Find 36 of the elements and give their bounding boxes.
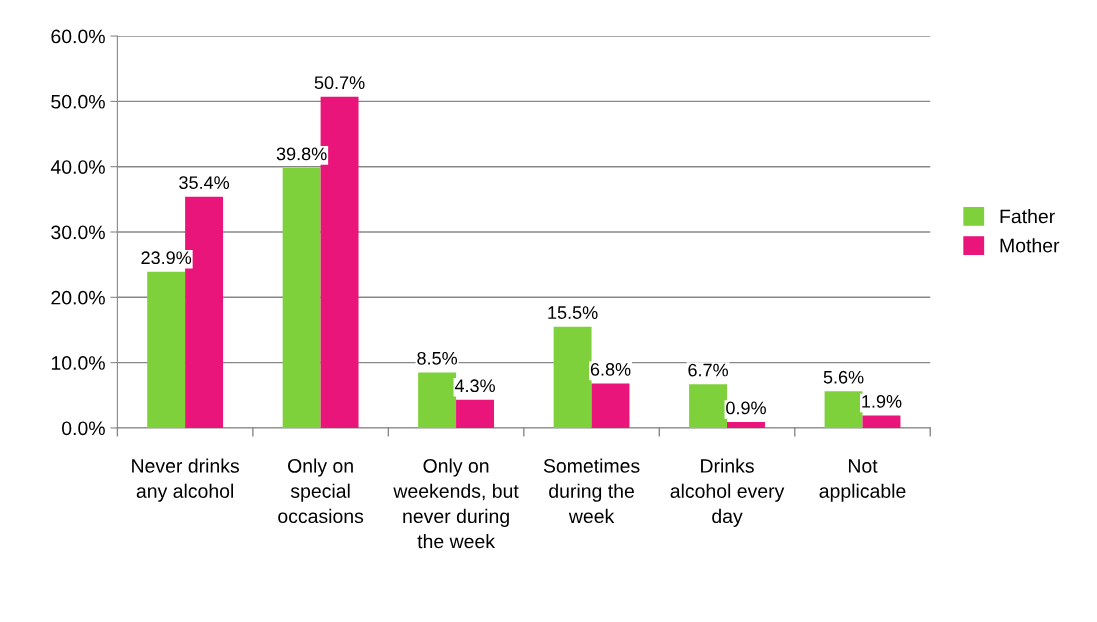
legend-label: Father bbox=[1000, 209, 1055, 224]
x-tick-label: Not applicable bbox=[819, 459, 906, 502]
data-label: 35.4% bbox=[179, 176, 230, 189]
data-label: 1.9% bbox=[862, 395, 902, 408]
x-tick-label: Only on weekends, but never during the week bbox=[393, 458, 519, 549]
bar bbox=[689, 384, 728, 428]
data-label: 6.7% bbox=[688, 363, 729, 377]
y-tick-label: 20.0% bbox=[51, 290, 105, 305]
x-tick-label: Only on special occasions bbox=[278, 458, 364, 524]
data-label: 15.5% bbox=[548, 306, 598, 319]
data-label: 50.7% bbox=[314, 76, 365, 90]
data-label: 4.3% bbox=[454, 379, 495, 393]
y-tick-label: 10.0% bbox=[51, 356, 105, 370]
bar bbox=[282, 168, 321, 428]
x-tick-label: Sometimes during the week bbox=[543, 458, 640, 524]
y-tick-label: 40.0% bbox=[50, 160, 105, 174]
bar bbox=[147, 271, 186, 428]
bar bbox=[727, 422, 765, 428]
y-tick-label: 60.0% bbox=[51, 29, 105, 44]
x-tick-label: Drinks alcohol every day bbox=[670, 458, 785, 527]
y-tick-label: 0.0% bbox=[62, 421, 105, 436]
data-label: 39.8% bbox=[276, 147, 327, 161]
data-label: 5.6% bbox=[823, 370, 864, 384]
bar bbox=[824, 391, 863, 428]
legend-label: Mother bbox=[1000, 238, 1060, 253]
bar bbox=[418, 372, 457, 428]
y-tick-label: 50.0% bbox=[51, 94, 105, 109]
data-label: 23.9% bbox=[141, 251, 192, 265]
data-label: 0.9% bbox=[726, 401, 766, 415]
x-tick-label: Never drinks any alcohol bbox=[132, 458, 239, 502]
y-tick-label: 30.0% bbox=[51, 225, 105, 240]
data-label: 8.5% bbox=[417, 351, 458, 365]
bar bbox=[553, 326, 592, 428]
bar bbox=[862, 415, 901, 428]
data-label: 6.8% bbox=[590, 363, 631, 376]
bar bbox=[456, 399, 495, 428]
